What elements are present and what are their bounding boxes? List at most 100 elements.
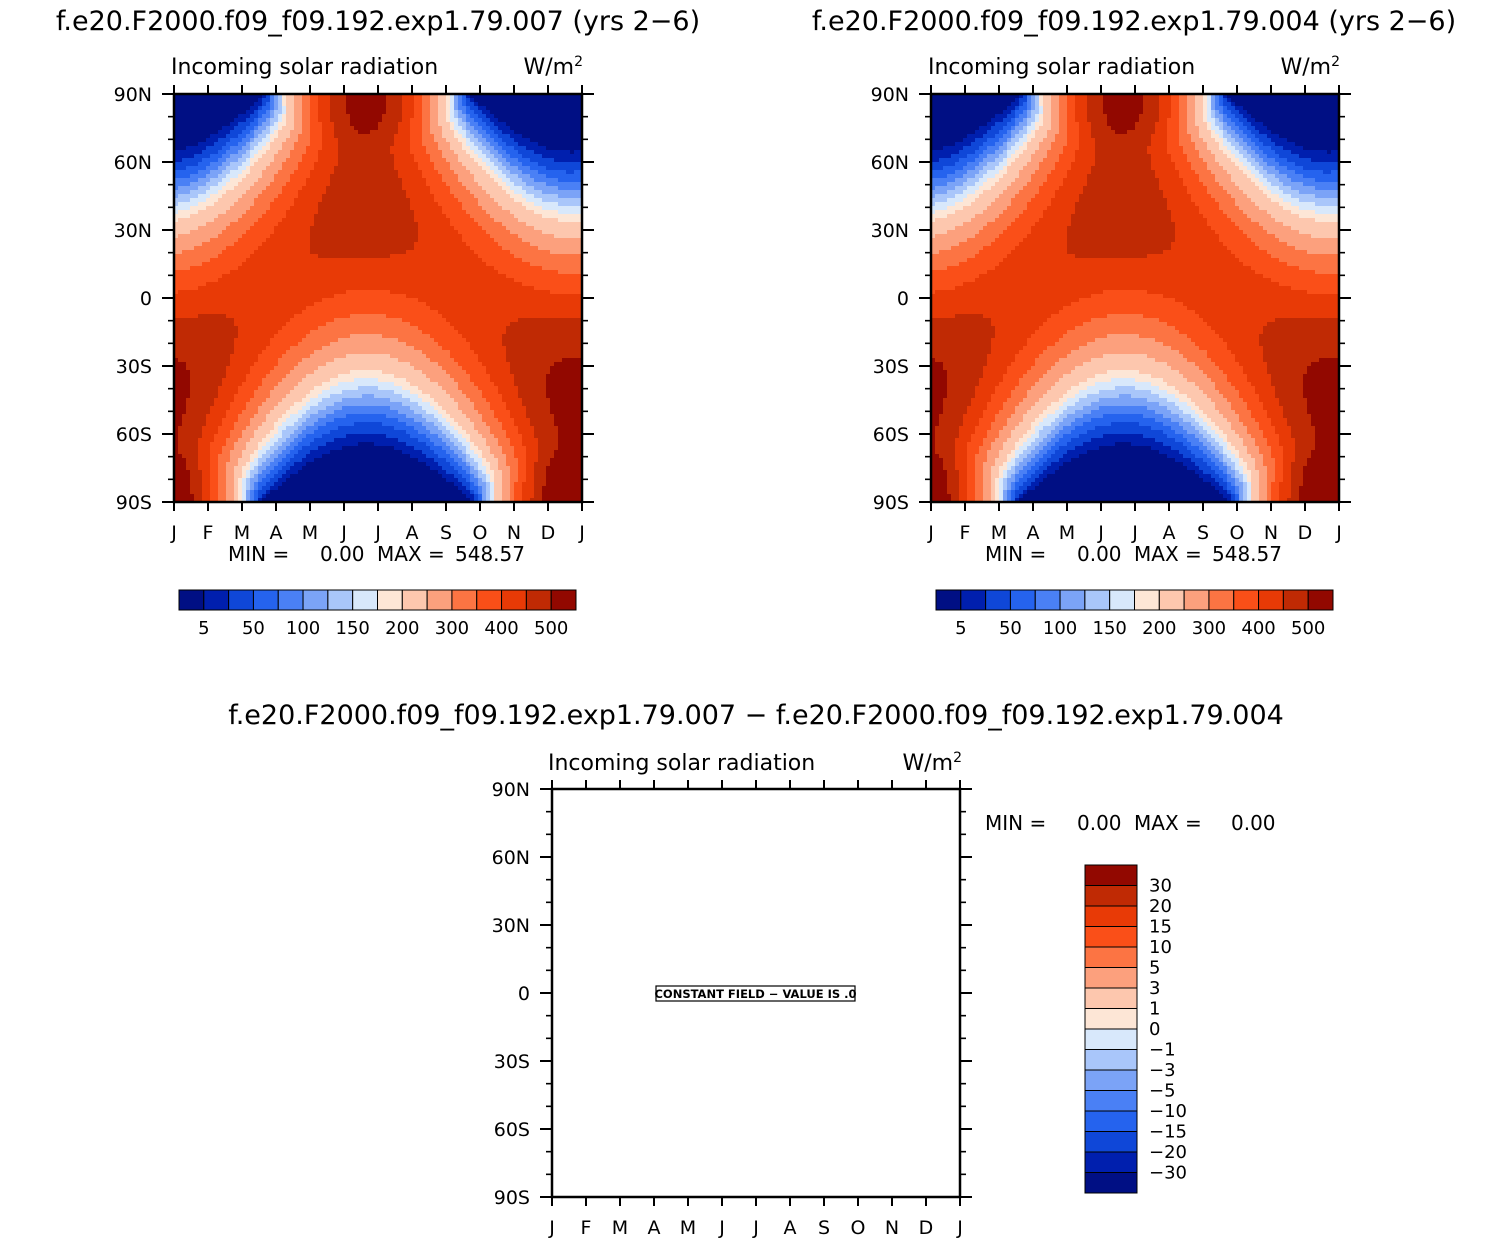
field-cell (450, 206, 455, 211)
field-cell (238, 266, 243, 271)
field-cell (226, 218, 231, 223)
field-cell (198, 178, 203, 183)
field-cell (178, 106, 183, 111)
field-cell (282, 258, 287, 263)
field-cell (558, 282, 563, 287)
field-cell (502, 106, 507, 111)
field-cell (418, 186, 423, 191)
field-cell (502, 174, 507, 179)
field-cell (430, 150, 435, 155)
field-cell (274, 142, 279, 147)
field-cell (554, 210, 559, 215)
field-cell (286, 114, 291, 119)
field-cell (202, 258, 207, 263)
field-cell (394, 198, 399, 203)
field-cell (418, 262, 423, 267)
field-cell (526, 214, 531, 219)
field-cell (402, 206, 407, 211)
field-cell (470, 202, 475, 207)
field-cell (314, 254, 319, 259)
field-cell (238, 226, 243, 231)
field-cell (274, 94, 279, 99)
field-cell (298, 106, 303, 111)
field-cell (402, 278, 407, 283)
field-cell (326, 114, 331, 119)
field-cell (550, 202, 555, 207)
field-cell (302, 222, 307, 227)
field-cell (174, 202, 179, 207)
field-cell (374, 266, 379, 271)
field-cell (478, 114, 483, 119)
field-cell (402, 102, 407, 107)
field-cell (446, 210, 451, 215)
field-cell (374, 182, 379, 187)
field-cell (218, 102, 223, 107)
field-cell (310, 98, 315, 103)
field-cell (262, 122, 267, 127)
field-cell (542, 222, 547, 227)
field-cell (546, 194, 551, 199)
field-cell (226, 286, 231, 291)
field-cell (310, 158, 315, 163)
field-cell (294, 174, 299, 179)
field-cell (542, 102, 547, 107)
field-cell (542, 158, 547, 163)
field-cell (558, 158, 563, 163)
field-cell (302, 154, 307, 159)
field-cell (546, 262, 551, 267)
field-cell (326, 238, 331, 243)
field-cell (246, 154, 251, 159)
field-cell (338, 170, 343, 175)
field-cell (214, 146, 219, 151)
field-cell (278, 234, 283, 239)
field-cell (510, 182, 515, 187)
field-cell (314, 198, 319, 203)
field-cell (298, 154, 303, 159)
field-cell (302, 250, 307, 255)
field-cell (302, 210, 307, 215)
field-cell (266, 214, 271, 219)
field-cell (542, 142, 547, 147)
field-cell (538, 98, 543, 103)
field-cell (450, 158, 455, 163)
field-cell (478, 122, 483, 127)
field-cell (314, 242, 319, 247)
field-cell (350, 186, 355, 191)
field-cell (238, 110, 243, 115)
field-cell (342, 102, 347, 107)
field-cell (182, 102, 187, 107)
field-cell (362, 98, 367, 103)
field-cell (354, 270, 359, 275)
field-cell (530, 182, 535, 187)
field-cell (490, 170, 495, 175)
field-cell (270, 158, 275, 163)
field-cell (354, 234, 359, 239)
field-cell (226, 202, 231, 207)
field-cell (502, 162, 507, 167)
field-cell (558, 218, 563, 223)
field-cell (386, 110, 391, 115)
field-cell (178, 254, 183, 259)
field-cell (210, 158, 215, 163)
field-cell (406, 122, 411, 127)
field-cell (382, 130, 387, 135)
field-cell (546, 114, 551, 119)
field-cell (466, 286, 471, 291)
field-cell (378, 254, 383, 259)
field-cell (566, 126, 571, 131)
field-cell (258, 126, 263, 131)
field-cell (210, 162, 215, 167)
field-cell (554, 246, 559, 251)
field-cell (214, 94, 219, 99)
field-cell (438, 202, 443, 207)
field-cell (550, 214, 555, 219)
field-cell (290, 226, 295, 231)
field-cell (230, 166, 235, 171)
field-cell (258, 202, 263, 207)
field-cell (446, 258, 451, 263)
field-cell (506, 278, 511, 283)
field-cell (534, 182, 539, 187)
field-cell (430, 186, 435, 191)
field-cell (246, 246, 251, 251)
field-cell (238, 130, 243, 135)
